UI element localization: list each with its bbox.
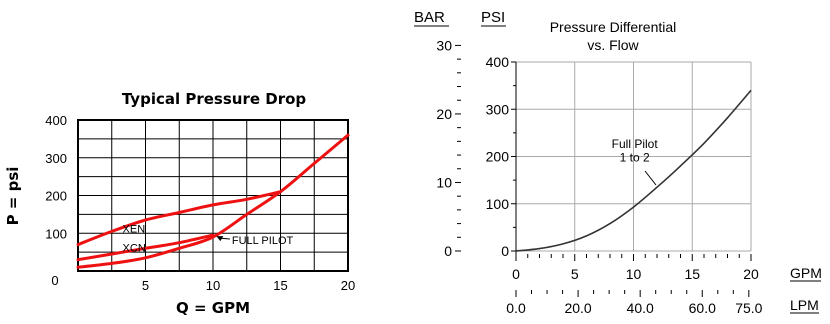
psi-tick-label: 100 [486,196,510,212]
grid [516,61,752,252]
x-tick-label: 10 [206,278,220,293]
gpm-tick-label: 0 [512,266,520,282]
psi-unit-label: PSI [481,9,505,26]
origin-label: 0 [51,273,58,288]
bar-unit-label: BAR [414,9,445,26]
x-axis-label: Q = GPM [176,299,250,317]
lpm-tick-label: 20.0 [564,300,591,316]
y-tick-label: 300 [45,151,67,166]
lpm-axis-label: LPM [790,297,819,313]
annotations: XEN XCN FULL PILOT [123,224,294,255]
annotations: Full Pilot 1 to 2 [612,137,659,186]
x-tick-labels: 5 10 15 20 [142,278,355,293]
x-tick-label: 20 [341,278,355,293]
bar-tick-label: 0 [444,243,452,259]
psi-tick-label: 400 [486,54,510,70]
psi-tick-label: 0 [501,243,509,259]
bar-tick-label: 10 [436,174,452,190]
x-tick-label: 15 [273,278,287,293]
chart-title: Pressure Differential [550,19,677,35]
x-tick-label: 5 [142,278,149,293]
gpm-tick-label: 20 [743,266,759,282]
lpm-tick-label: 75.0 [735,300,762,316]
annotation-xcn: XCN [123,243,146,255]
series-lines [76,133,350,269]
annotation-1-to-2: 1 to 2 [620,150,650,164]
series-lines [515,89,752,252]
psi-tick-label: 200 [486,149,510,165]
y-tick-label: 200 [45,189,67,204]
gpm-tick-label: 10 [626,266,642,282]
plot-frame [77,119,349,272]
bar-tick-label: 30 [436,37,452,53]
psi-tick-label: 300 [486,101,510,117]
y-tick-labels: 100 200 300 400 [45,113,67,241]
lpm-tick-label: 0.0 [506,300,526,316]
annotation-full-pilot: Full Pilot [612,137,659,151]
series-line-pressure [515,89,752,252]
gpm-axis-label: GPM [790,265,822,281]
grid [78,120,348,271]
chart-title: Typical Pressure Drop [122,90,307,108]
lpm-tick-label: 40.0 [627,300,654,316]
series-line-xcn [76,233,215,262]
y-tick-label: 100 [45,226,67,241]
y-axis-label: P = psi [4,167,22,226]
annotation-pointer [644,170,657,186]
gpm-tick-label: 5 [571,266,579,282]
y-tick-label: 400 [45,113,67,128]
chart-pressure-differential: Pressure Differential vs. Flow BAR PSI 0… [414,9,822,316]
chart-subtitle: vs. Flow [587,37,639,53]
psi-tick-labels: 0 100 200 300 400 [486,54,516,259]
series-line-full-pilot [76,133,350,269]
series-line-xen [76,190,282,247]
full-pilot-arrowhead [216,236,224,242]
lpm-scale: 0.0 20.0 40.0 60.0 75.0 [506,290,763,316]
annotation-xen: XEN [123,224,146,236]
annotation-full-pilot: FULL PILOT [232,235,294,247]
bar-tick-label: 20 [436,106,452,122]
gpm-tick-labels: 0 5 10 15 20 [512,254,759,282]
gpm-tick-label: 15 [684,266,700,282]
bar-scale: 0 10 20 30 [436,37,461,259]
lpm-tick-label: 60.0 [689,300,716,316]
